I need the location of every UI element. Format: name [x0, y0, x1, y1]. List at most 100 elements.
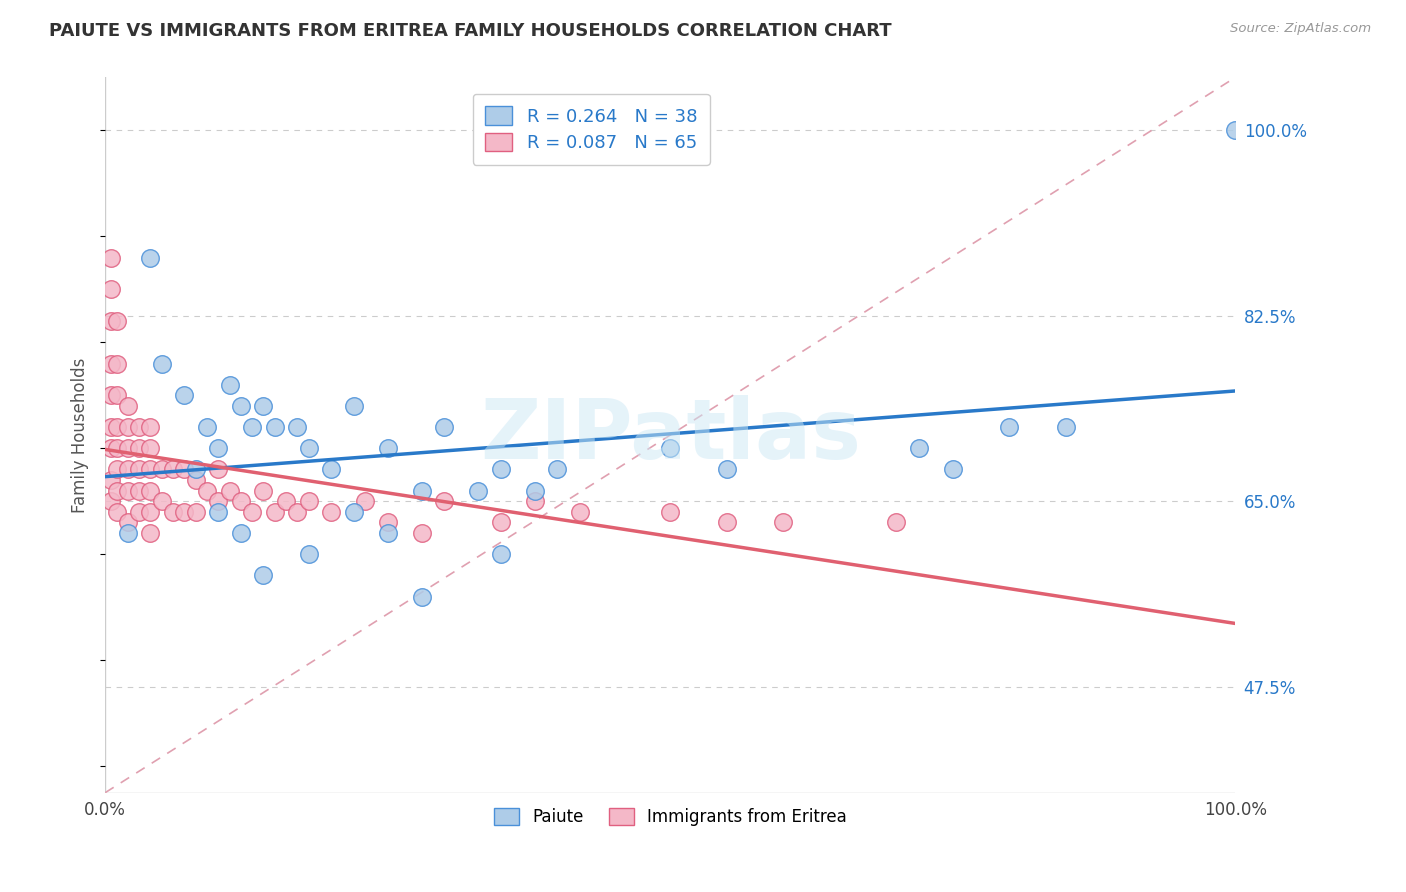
- Point: [942, 462, 965, 476]
- Point: [263, 420, 285, 434]
- Point: [523, 494, 546, 508]
- Point: [184, 505, 207, 519]
- Point: [139, 483, 162, 498]
- Point: [139, 526, 162, 541]
- Point: [100, 314, 122, 328]
- Point: [207, 505, 229, 519]
- Point: [105, 442, 128, 456]
- Point: [117, 526, 139, 541]
- Point: [229, 494, 252, 508]
- Text: Source: ZipAtlas.com: Source: ZipAtlas.com: [1230, 22, 1371, 36]
- Point: [117, 442, 139, 456]
- Point: [207, 442, 229, 456]
- Point: [998, 420, 1021, 434]
- Point: [128, 462, 150, 476]
- Point: [285, 420, 308, 434]
- Point: [489, 516, 512, 530]
- Point: [884, 516, 907, 530]
- Point: [252, 399, 274, 413]
- Point: [321, 505, 343, 519]
- Point: [173, 505, 195, 519]
- Point: [117, 420, 139, 434]
- Point: [117, 399, 139, 413]
- Point: [128, 442, 150, 456]
- Point: [218, 377, 240, 392]
- Point: [100, 251, 122, 265]
- Point: [117, 483, 139, 498]
- Point: [298, 547, 321, 561]
- Point: [411, 526, 433, 541]
- Point: [117, 462, 139, 476]
- Point: [218, 483, 240, 498]
- Point: [229, 399, 252, 413]
- Point: [100, 494, 122, 508]
- Point: [162, 462, 184, 476]
- Point: [184, 473, 207, 487]
- Point: [354, 494, 377, 508]
- Point: [377, 442, 399, 456]
- Point: [377, 516, 399, 530]
- Point: [716, 462, 738, 476]
- Point: [659, 505, 682, 519]
- Point: [105, 483, 128, 498]
- Point: [195, 483, 218, 498]
- Point: [105, 314, 128, 328]
- Point: [263, 505, 285, 519]
- Point: [100, 357, 122, 371]
- Point: [285, 505, 308, 519]
- Point: [523, 483, 546, 498]
- Point: [184, 462, 207, 476]
- Point: [100, 388, 122, 402]
- Point: [240, 420, 263, 434]
- Point: [274, 494, 297, 508]
- Point: [162, 505, 184, 519]
- Point: [716, 516, 738, 530]
- Point: [105, 357, 128, 371]
- Point: [489, 462, 512, 476]
- Point: [105, 388, 128, 402]
- Point: [252, 483, 274, 498]
- Point: [139, 462, 162, 476]
- Point: [908, 442, 931, 456]
- Point: [433, 494, 456, 508]
- Point: [105, 420, 128, 434]
- Point: [139, 442, 162, 456]
- Point: [128, 483, 150, 498]
- Point: [139, 251, 162, 265]
- Point: [207, 494, 229, 508]
- Point: [772, 516, 794, 530]
- Point: [252, 568, 274, 582]
- Y-axis label: Family Households: Family Households: [72, 358, 89, 513]
- Point: [411, 483, 433, 498]
- Point: [298, 494, 321, 508]
- Point: [207, 462, 229, 476]
- Point: [546, 462, 568, 476]
- Point: [150, 494, 173, 508]
- Point: [433, 420, 456, 434]
- Point: [298, 442, 321, 456]
- Point: [343, 505, 366, 519]
- Point: [568, 505, 591, 519]
- Point: [100, 420, 122, 434]
- Legend: Paiute, Immigrants from Eritrea: Paiute, Immigrants from Eritrea: [485, 799, 855, 834]
- Point: [100, 442, 122, 456]
- Point: [1054, 420, 1077, 434]
- Point: [343, 399, 366, 413]
- Point: [489, 547, 512, 561]
- Point: [659, 442, 682, 456]
- Text: ZIPatlas: ZIPatlas: [479, 394, 860, 475]
- Point: [100, 282, 122, 296]
- Point: [173, 462, 195, 476]
- Point: [105, 505, 128, 519]
- Point: [467, 483, 489, 498]
- Point: [321, 462, 343, 476]
- Point: [1225, 123, 1247, 137]
- Point: [150, 462, 173, 476]
- Point: [229, 526, 252, 541]
- Point: [240, 505, 263, 519]
- Text: PAIUTE VS IMMIGRANTS FROM ERITREA FAMILY HOUSEHOLDS CORRELATION CHART: PAIUTE VS IMMIGRANTS FROM ERITREA FAMILY…: [49, 22, 891, 40]
- Point: [100, 473, 122, 487]
- Point: [411, 590, 433, 604]
- Point: [139, 505, 162, 519]
- Point: [139, 420, 162, 434]
